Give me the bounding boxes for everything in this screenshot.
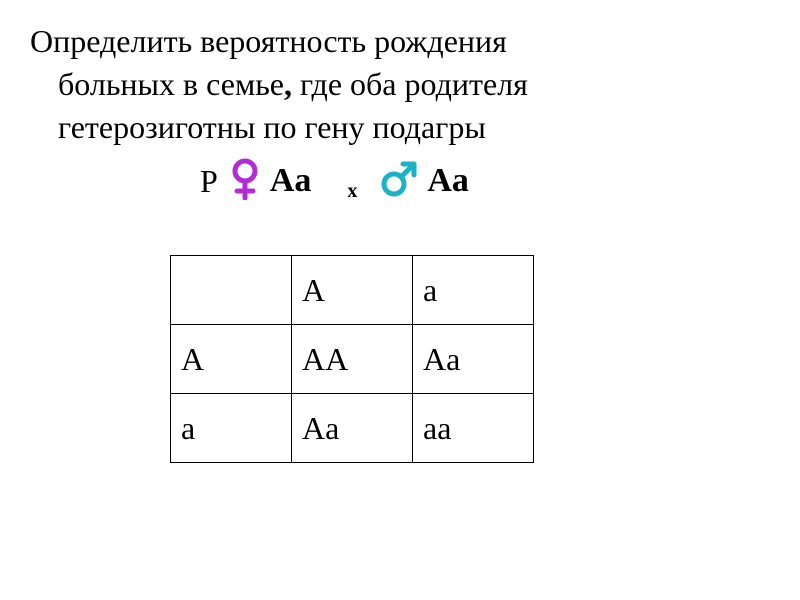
table-row: A AA Aa: [171, 324, 534, 393]
punnett-cell-aa: aa: [413, 393, 534, 462]
punnett-empty: [171, 255, 292, 324]
problem-line-1: Определить вероятность рождения: [30, 20, 790, 63]
P-label: Р: [200, 163, 218, 200]
punnett-cell-Aa-2: Aa: [292, 393, 413, 462]
problem-comma: ,: [284, 66, 292, 102]
cross-symbol: x: [347, 180, 357, 205]
table-row: a Aa aa: [171, 393, 534, 462]
male-genotype: Aa: [427, 162, 469, 200]
parental-cross: Р Aa x Aa: [30, 158, 790, 205]
punnett-cell-Aa-1: Aa: [413, 324, 534, 393]
male-icon: [379, 159, 419, 204]
female-icon: [228, 158, 262, 205]
punnett-square: A a A AA Aa a Aa aa: [170, 255, 534, 463]
problem-text: Определить вероятность рождения больных …: [30, 20, 790, 150]
female-genotype: Aa: [270, 162, 312, 200]
punnett-cell-AA: AA: [292, 324, 413, 393]
table-row: A a: [171, 255, 534, 324]
punnett-col-A: A: [292, 255, 413, 324]
punnett-row-a: a: [171, 393, 292, 462]
problem-line-2a: больных в семье: [58, 66, 284, 102]
problem-line-3: гетерозиготны по гену подагры: [30, 106, 790, 149]
problem-line-2b: где оба родителя: [292, 66, 528, 102]
punnett-row-A: A: [171, 324, 292, 393]
punnett-col-a: a: [413, 255, 534, 324]
